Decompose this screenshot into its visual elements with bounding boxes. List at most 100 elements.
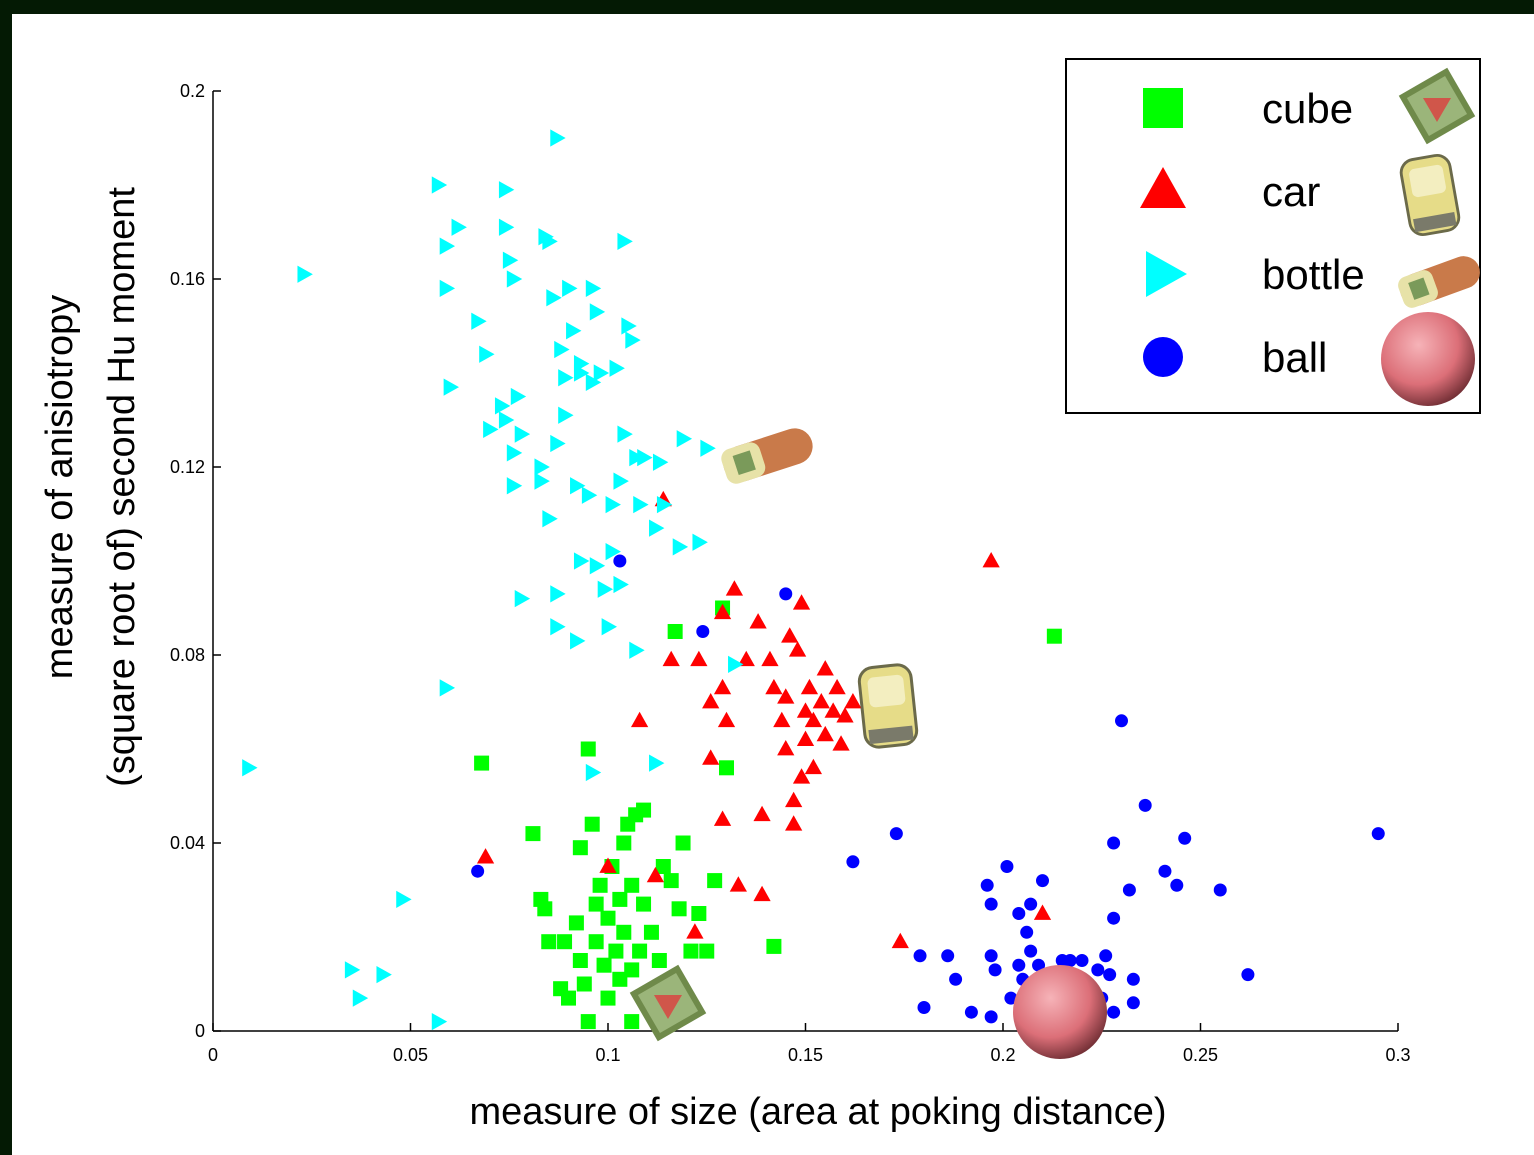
marker-square <box>537 901 552 916</box>
marker-circle <box>1076 954 1089 967</box>
marker-circle <box>1000 860 1013 873</box>
legend: cubecarbottleball <box>1066 59 1484 413</box>
marker-circle <box>1103 968 1116 981</box>
marker-circle <box>696 625 709 638</box>
marker-square <box>652 953 667 968</box>
marker-circle <box>1012 907 1025 920</box>
marker-circle <box>1024 898 1037 911</box>
marker-square <box>636 803 651 818</box>
marker-circle <box>1099 949 1112 962</box>
marker-circle <box>1214 884 1227 897</box>
marker-circle <box>1107 837 1120 850</box>
marker-square <box>585 817 600 832</box>
x-tick-label: 0.3 <box>1385 1045 1410 1065</box>
x-tick-label: 0.05 <box>393 1045 428 1065</box>
marker-square <box>1047 629 1062 644</box>
x-tick-label: 0.2 <box>990 1045 1015 1065</box>
marker-circle <box>1170 879 1183 892</box>
y-tick-label: 0.12 <box>170 457 205 477</box>
marker-circle <box>989 963 1002 976</box>
marker-circle <box>1115 714 1128 727</box>
chart: 0 0.05 0.1 0.15 0.2 0.25 0.3 0 0.04 0.08 0.12 0.16 0… <box>0 0 1534 1155</box>
y-tick-label: 0.08 <box>170 645 205 665</box>
marker-square <box>691 906 706 921</box>
marker-square <box>561 991 576 1006</box>
marker-square <box>597 958 612 973</box>
marker-circle <box>1158 865 1171 878</box>
marker-circle <box>1372 827 1385 840</box>
page: {"chart_data": {"type": "scatter", "xlab… <box>0 0 1534 1155</box>
marker-square <box>593 878 608 893</box>
marker-circle <box>985 898 998 911</box>
marker-square <box>616 925 631 940</box>
marker-circle <box>949 973 962 986</box>
marker-square <box>676 836 691 851</box>
marker-square <box>668 624 683 639</box>
marker-square <box>766 939 781 954</box>
marker-circle <box>941 949 954 962</box>
marker-circle <box>1024 945 1037 958</box>
marker-circle <box>918 1001 931 1014</box>
marker-circle <box>1107 912 1120 925</box>
marker-square <box>1143 88 1183 128</box>
marker-square <box>601 991 616 1006</box>
x-tick-label: 0 <box>208 1045 218 1065</box>
marker-square <box>683 944 698 959</box>
marker-square <box>719 760 734 775</box>
y-axis-label: (square root of) second Hu moment <box>101 187 143 787</box>
marker-circle <box>965 1006 978 1019</box>
marker-circle <box>846 855 859 868</box>
marker-square <box>624 962 639 977</box>
x-tick-label: 0.15 <box>788 1045 823 1065</box>
marker-circle <box>985 949 998 962</box>
marker-circle <box>890 827 903 840</box>
legend-label: bottle <box>1262 251 1365 298</box>
marker-square <box>664 873 679 888</box>
marker-square <box>581 1014 596 1029</box>
car-image <box>858 664 918 749</box>
marker-square <box>672 901 687 916</box>
y-tick-label: 0.2 <box>180 81 205 101</box>
marker-circle <box>1241 968 1254 981</box>
marker-square <box>541 934 556 949</box>
marker-circle <box>1139 799 1152 812</box>
marker-square <box>573 840 588 855</box>
marker-square <box>589 897 604 912</box>
ball-image <box>1013 965 1107 1059</box>
marker-circle <box>1127 996 1140 1009</box>
legend-label: cube <box>1262 85 1353 132</box>
marker-circle <box>471 865 484 878</box>
marker-square <box>644 925 659 940</box>
marker-circle <box>1012 959 1025 972</box>
marker-square <box>577 977 592 992</box>
marker-circle <box>779 587 792 600</box>
marker-circle <box>1091 963 1104 976</box>
y-tick-label: 0 <box>195 1021 205 1041</box>
y-tick-label: 0.04 <box>170 833 205 853</box>
marker-square <box>474 756 489 771</box>
marker-square <box>608 944 623 959</box>
marker-square <box>632 944 647 959</box>
marker-square <box>569 915 584 930</box>
marker-square <box>624 878 639 893</box>
y-axis-label: measure of anisiotropy <box>39 295 81 679</box>
marker-square <box>707 873 722 888</box>
x-tick-label: 0.25 <box>1183 1045 1218 1065</box>
marker-square <box>601 911 616 926</box>
marker-circle <box>1178 832 1191 845</box>
marker-circle <box>1143 337 1183 377</box>
marker-square <box>573 953 588 968</box>
marker-square <box>612 892 627 907</box>
marker-circle <box>613 555 626 568</box>
marker-square <box>636 897 651 912</box>
marker-circle <box>1020 926 1033 939</box>
y-tick-label: 0.16 <box>170 269 205 289</box>
marker-circle <box>1127 973 1140 986</box>
marker-circle <box>985 1010 998 1023</box>
marker-square <box>581 742 596 757</box>
legend-label: car <box>1262 168 1320 215</box>
marker-circle <box>981 879 994 892</box>
x-tick-label: 0.1 <box>595 1045 620 1065</box>
marker-circle <box>1064 954 1077 967</box>
marker-circle <box>914 949 927 962</box>
